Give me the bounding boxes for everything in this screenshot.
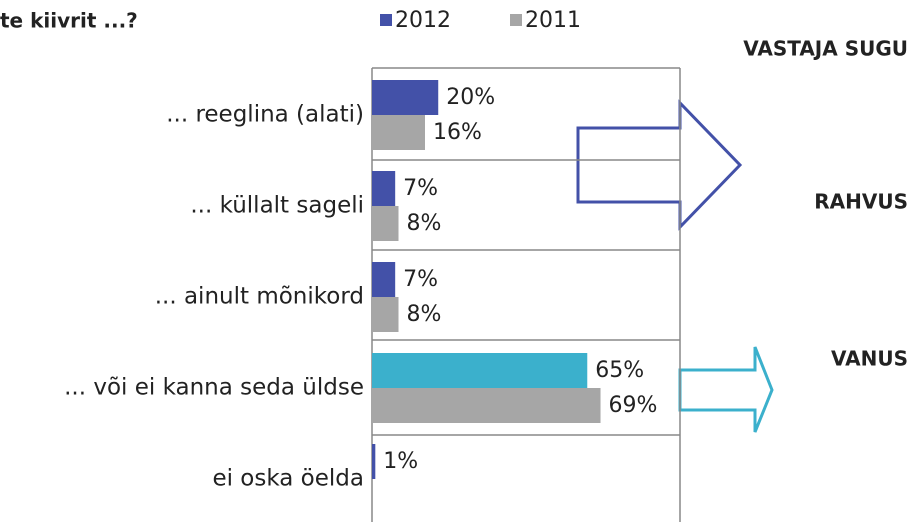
- bar: [372, 206, 399, 241]
- bar: [372, 444, 376, 479]
- value-label: 65%: [595, 358, 644, 383]
- bar: [372, 353, 588, 388]
- value-label: 7%: [403, 176, 438, 201]
- value-label: 7%: [403, 267, 438, 292]
- arrow: [678, 346, 774, 433]
- bar: [372, 171, 396, 206]
- value-label: 8%: [406, 302, 441, 327]
- legend-swatch: [380, 14, 392, 26]
- value-label: 8%: [406, 211, 441, 236]
- arrow: [576, 99, 743, 231]
- bar: [372, 388, 601, 423]
- category-label: ... küllalt sageli: [190, 193, 364, 219]
- annotation: VASTAJA SUGU: [743, 37, 908, 61]
- bar: [372, 80, 439, 115]
- legend-swatch: [510, 14, 522, 26]
- value-label: 69%: [609, 393, 658, 418]
- category-label: ei oska öelda: [212, 466, 364, 492]
- annotation: RAHVUS: [814, 190, 908, 214]
- annotation: VANUS: [831, 347, 908, 371]
- category-label: ... ainult mõnikord: [155, 284, 364, 310]
- value-label: 1%: [383, 449, 418, 474]
- legend-label: 2011: [525, 8, 581, 33]
- chart-title: te kiivrit ...?: [0, 9, 138, 33]
- bar: [372, 297, 399, 332]
- category-label: ... reeglina (alati): [166, 102, 364, 128]
- bar: [372, 115, 425, 150]
- bar: [372, 262, 396, 297]
- value-label: 20%: [446, 85, 495, 110]
- value-label: 16%: [433, 120, 482, 145]
- category-label: ... või ei kanna seda üldse: [64, 375, 364, 401]
- legend-label: 2012: [395, 8, 451, 33]
